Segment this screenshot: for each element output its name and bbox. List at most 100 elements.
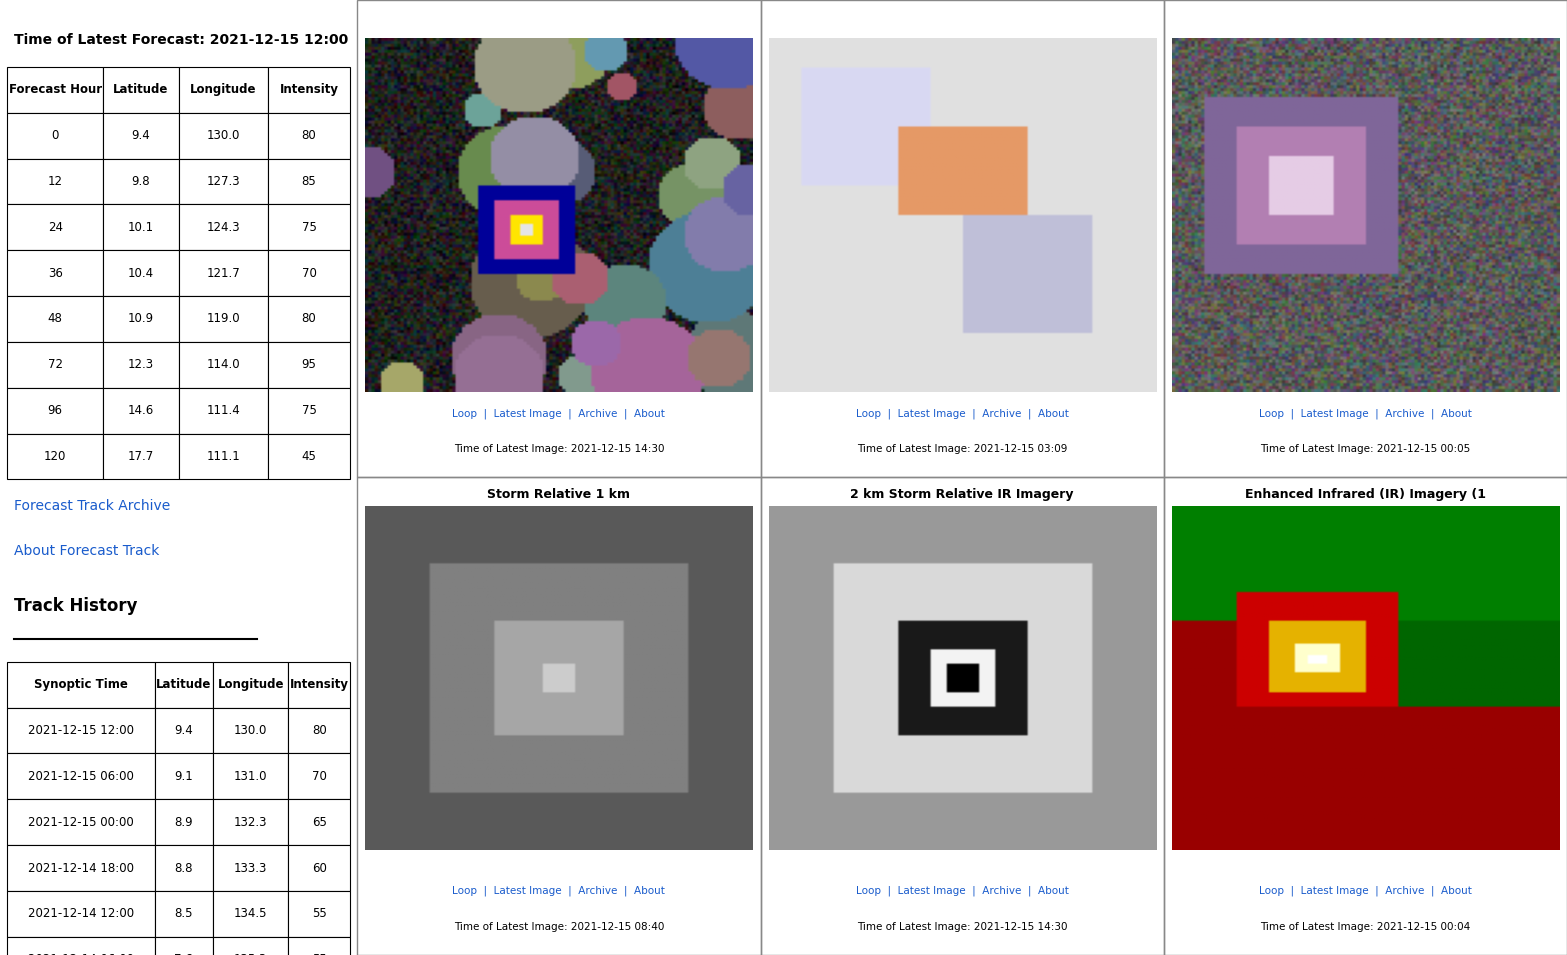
Bar bbox=[103, 342, 179, 388]
Text: 70: 70 bbox=[301, 266, 317, 280]
Text: 133.3: 133.3 bbox=[233, 861, 268, 875]
Text: 12.3: 12.3 bbox=[128, 358, 154, 371]
Text: 130.0: 130.0 bbox=[207, 129, 240, 142]
Text: 75: 75 bbox=[301, 404, 317, 417]
Text: Loop  |  Latest Image  |  Archive  |  About: Loop | Latest Image | Archive | About bbox=[453, 886, 666, 896]
Bar bbox=[155, 708, 213, 753]
Text: 36: 36 bbox=[47, 266, 63, 280]
Bar bbox=[155, 799, 213, 845]
Bar bbox=[213, 799, 288, 845]
Text: 132.3: 132.3 bbox=[233, 816, 268, 829]
Text: 9.4: 9.4 bbox=[132, 129, 150, 142]
Bar bbox=[179, 67, 268, 113]
Bar bbox=[8, 799, 155, 845]
Text: 2021-12-14 12:00: 2021-12-14 12:00 bbox=[28, 907, 133, 921]
Bar bbox=[179, 388, 268, 434]
Text: Latitude: Latitude bbox=[157, 678, 212, 691]
Text: 135.3: 135.3 bbox=[233, 953, 268, 955]
Text: 60: 60 bbox=[312, 861, 326, 875]
Text: Loop  |  Latest Image  |  Archive  |  About: Loop | Latest Image | Archive | About bbox=[856, 886, 1069, 896]
Text: Longitude: Longitude bbox=[218, 678, 284, 691]
Bar bbox=[288, 937, 349, 955]
Text: Time of Latest Image: 2021-12-15 00:05: Time of Latest Image: 2021-12-15 00:05 bbox=[1260, 444, 1470, 454]
Text: Loop  |  Latest Image  |  Archive  |  About: Loop | Latest Image | Archive | About bbox=[1258, 886, 1471, 896]
Bar bbox=[155, 891, 213, 937]
Bar bbox=[8, 113, 103, 159]
Text: 12: 12 bbox=[47, 175, 63, 188]
Bar bbox=[8, 937, 155, 955]
Text: Enhanced Infrared (IR) Imagery (1: Enhanced Infrared (IR) Imagery (1 bbox=[1244, 488, 1486, 501]
Bar bbox=[213, 708, 288, 753]
Text: 10.1: 10.1 bbox=[128, 221, 154, 234]
Bar bbox=[288, 753, 349, 799]
Bar bbox=[8, 67, 103, 113]
Bar bbox=[179, 113, 268, 159]
Text: 72: 72 bbox=[47, 358, 63, 371]
Text: 55: 55 bbox=[312, 953, 326, 955]
Bar bbox=[8, 204, 103, 250]
Bar bbox=[268, 296, 349, 342]
Bar bbox=[268, 388, 349, 434]
Text: 0: 0 bbox=[52, 129, 60, 142]
Text: 65: 65 bbox=[312, 816, 326, 829]
Bar bbox=[268, 113, 349, 159]
Text: 9.8: 9.8 bbox=[132, 175, 150, 188]
Bar bbox=[103, 434, 179, 479]
Text: 10.9: 10.9 bbox=[128, 312, 154, 326]
Bar bbox=[103, 250, 179, 296]
Text: 17.7: 17.7 bbox=[128, 450, 154, 463]
Text: 80: 80 bbox=[312, 724, 326, 737]
Bar bbox=[155, 937, 213, 955]
Text: Forecast Track Archive: Forecast Track Archive bbox=[14, 499, 171, 513]
Bar bbox=[179, 342, 268, 388]
Bar bbox=[268, 67, 349, 113]
Bar bbox=[179, 250, 268, 296]
Bar bbox=[288, 845, 349, 891]
Bar bbox=[179, 204, 268, 250]
Text: 2021-12-15 00:00: 2021-12-15 00:00 bbox=[28, 816, 133, 829]
Bar bbox=[103, 388, 179, 434]
Bar bbox=[8, 662, 155, 708]
Text: 121.7: 121.7 bbox=[207, 266, 240, 280]
Bar bbox=[213, 845, 288, 891]
Bar bbox=[288, 662, 349, 708]
Text: 124.3: 124.3 bbox=[207, 221, 240, 234]
Text: 9.4: 9.4 bbox=[174, 724, 193, 737]
Bar bbox=[8, 159, 103, 204]
Text: 8.8: 8.8 bbox=[174, 861, 193, 875]
Text: Latitude: Latitude bbox=[113, 83, 169, 96]
Bar bbox=[213, 662, 288, 708]
Bar bbox=[268, 159, 349, 204]
Text: 2 km Storm Relative IR Imagery: 2 km Storm Relative IR Imagery bbox=[851, 488, 1073, 501]
Text: 24: 24 bbox=[47, 221, 63, 234]
Bar bbox=[213, 753, 288, 799]
Bar bbox=[8, 845, 155, 891]
Text: 119.0: 119.0 bbox=[207, 312, 240, 326]
Text: 75: 75 bbox=[301, 221, 317, 234]
Text: 14.6: 14.6 bbox=[128, 404, 154, 417]
Bar bbox=[8, 753, 155, 799]
Bar bbox=[268, 250, 349, 296]
Text: Synoptic Time: Synoptic Time bbox=[34, 678, 128, 691]
Bar bbox=[103, 296, 179, 342]
Bar bbox=[103, 67, 179, 113]
Text: Intensity: Intensity bbox=[290, 678, 349, 691]
Text: 96: 96 bbox=[47, 404, 63, 417]
Bar bbox=[103, 159, 179, 204]
Bar bbox=[103, 113, 179, 159]
Text: Loop  |  Latest Image  |  Archive  |  About: Loop | Latest Image | Archive | About bbox=[856, 409, 1069, 418]
Text: 45: 45 bbox=[301, 450, 317, 463]
Text: 111.4: 111.4 bbox=[207, 404, 240, 417]
Text: 95: 95 bbox=[301, 358, 317, 371]
Text: Time of Latest Image: 2021-12-15 14:30: Time of Latest Image: 2021-12-15 14:30 bbox=[454, 444, 664, 454]
Bar bbox=[8, 296, 103, 342]
Bar bbox=[8, 708, 155, 753]
Bar bbox=[155, 662, 213, 708]
Bar bbox=[103, 204, 179, 250]
Text: 134.5: 134.5 bbox=[233, 907, 268, 921]
Text: Forecast Hour: Forecast Hour bbox=[8, 83, 102, 96]
Text: 85: 85 bbox=[301, 175, 317, 188]
Text: About Forecast Track: About Forecast Track bbox=[14, 544, 160, 559]
Bar bbox=[8, 891, 155, 937]
Bar bbox=[155, 845, 213, 891]
